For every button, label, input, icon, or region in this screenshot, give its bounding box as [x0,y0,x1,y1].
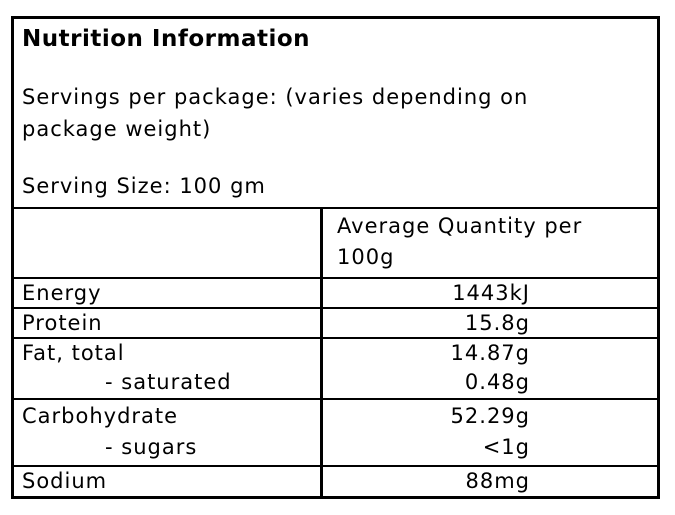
table-row-protein: Protein 15.8g [14,307,657,337]
nutrient-cell: Protein [22,311,103,335]
table-row-carbohydrate: Carbohydrate - sugars 52.29g <1g [14,398,657,465]
value-main: 52.29g [450,404,530,428]
value-header-line-1: Average Quantity per [337,214,583,238]
value-sub: <1g [482,435,530,459]
nutrition-table: Average Quantity per 100g Energy 1443kJ … [14,207,657,496]
servings-line-2: package weight) [22,117,212,141]
value-cell: 52.29g <1g [320,400,657,465]
nutrient-cell: Carbohydrate - sugars [14,400,320,465]
table-row-fat: Fat, total - saturated 14.87g 0.48g [14,337,657,398]
value-column-header: Average Quantity per 100g [320,209,657,277]
nutrient-cell: Energy [22,281,102,305]
value-cell: 14.87g 0.48g [320,339,657,398]
value-sub: 0.48g [464,370,530,394]
nutrient-cell: Fat, total - saturated [14,339,320,398]
table-row-sodium: Sodium 88mg [14,465,657,496]
label-intro: Nutrition Information Servings per packa… [14,19,657,207]
value-cell: 88mg [320,467,657,496]
label-title: Nutrition Information [22,26,311,52]
nutrition-label-box: Nutrition Information Servings per packa… [11,16,660,499]
servings-per-package: Servings per package: (varies depending … [22,81,647,145]
nutrient-main: Fat, total [22,341,125,365]
nutrient-column-header [14,209,320,277]
nutrient-cell: Sodium [22,469,108,493]
value-header-line-2: 100g [337,245,395,269]
nutrient-sub: - sugars [105,435,198,459]
table-row-energy: Energy 1443kJ [14,277,657,307]
serving-size: Serving Size: 100 gm [22,174,266,198]
servings-line-1: Servings per package: (varies depending … [22,85,529,109]
nutrient-main: Carbohydrate [22,404,179,428]
table-header-row: Average Quantity per 100g [14,207,657,277]
value-cell: 15.8g [320,309,657,337]
value-cell: 1443kJ [320,279,657,307]
nutrient-sub: - saturated [105,370,232,394]
value-main: 14.87g [450,341,530,365]
